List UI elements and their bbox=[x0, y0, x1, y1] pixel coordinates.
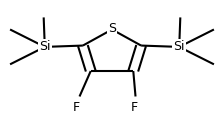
Text: Si: Si bbox=[173, 40, 185, 53]
Text: Si: Si bbox=[39, 40, 51, 53]
Text: F: F bbox=[131, 101, 138, 114]
Text: S: S bbox=[108, 22, 116, 35]
Text: F: F bbox=[73, 101, 80, 114]
